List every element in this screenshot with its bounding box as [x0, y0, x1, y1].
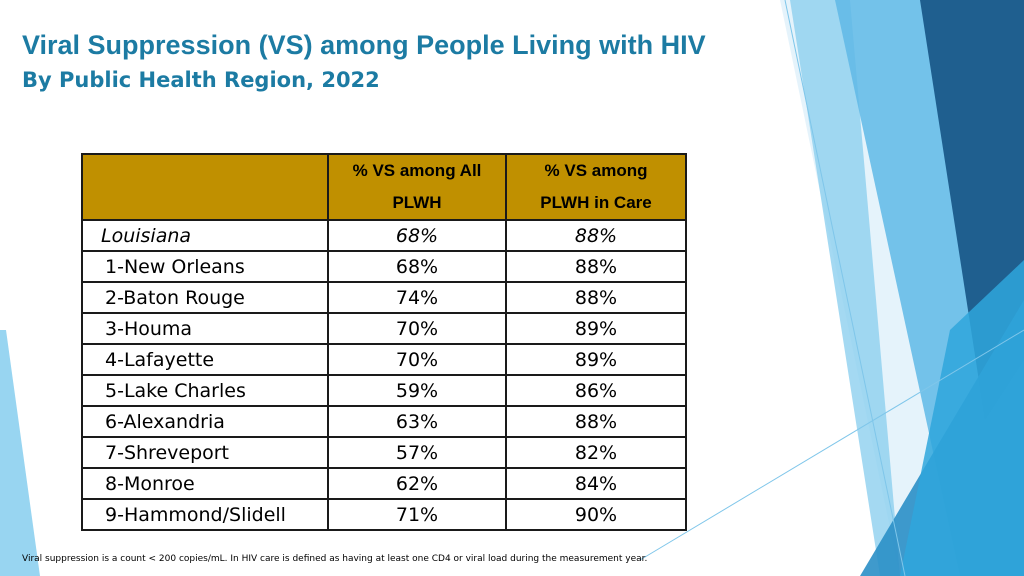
region-cell: 8-Monroe [81, 467, 329, 500]
page-subtitle: By Public Health Region, 2022 [22, 68, 380, 92]
vs-all-cell: 62% [327, 467, 507, 500]
header-vs-all-line1: % VS among All [352, 161, 482, 180]
region-cell: 9-Hammond/Slidell [81, 498, 329, 531]
region-cell: 3-Houma [81, 312, 329, 345]
vs-care-cell: 89% [505, 312, 687, 345]
vs-care-cell: 88% [505, 219, 687, 252]
table-row: 8-Monroe 62% 84% [81, 467, 687, 500]
vs-care-cell: 88% [505, 405, 687, 438]
vs-care-cell: 82% [505, 436, 687, 469]
table-row: 6-Alexandria 63% 88% [81, 405, 687, 438]
vs-care-cell: 84% [505, 467, 687, 500]
table-row: 3-Houma 70% 89% [81, 312, 687, 345]
vs-care-cell: 90% [505, 498, 687, 531]
header-vs-all-plwh: % VS among All PLWH [327, 153, 507, 221]
table-row: 4-Lafayette 70% 89% [81, 343, 687, 376]
table-row: 2-Baton Rouge 74% 88% [81, 281, 687, 314]
table-row: 5-Lake Charles 59% 86% [81, 374, 687, 407]
deco-thin-line-2 [639, 329, 1024, 561]
region-cell: 4-Lafayette [81, 343, 329, 376]
viral-suppression-table: % VS among All PLWH % VS among PLWH in C… [81, 153, 687, 531]
region-cell: Louisiana [81, 219, 329, 252]
header-vs-care-line2: PLWH in Care [540, 193, 652, 212]
footnote: Viral suppression is a count < 200 copie… [22, 554, 648, 564]
deco-left-sliver [0, 330, 40, 576]
vs-all-cell: 74% [327, 281, 507, 314]
vs-all-cell: 70% [327, 343, 507, 376]
table-row: 1-New Orleans 68% 88% [81, 250, 687, 283]
region-cell: 7-Shreveport [81, 436, 329, 469]
vs-all-cell: 68% [327, 250, 507, 283]
region-cell: 6-Alexandria [81, 405, 329, 438]
vs-care-cell: 88% [505, 281, 687, 314]
table-row-louisiana: Louisiana 68% 88% [81, 219, 687, 252]
region-cell: 1-New Orleans [81, 250, 329, 283]
header-vs-in-care: % VS among PLWH in Care [505, 153, 687, 221]
page-title: Viral Suppression (VS) among People Livi… [22, 30, 706, 60]
vs-care-cell: 89% [505, 343, 687, 376]
header-blank-cell [81, 153, 329, 221]
table-header-row: % VS among All PLWH % VS among PLWH in C… [81, 153, 687, 221]
table-row: 7-Shreveport 57% 82% [81, 436, 687, 469]
deco-cyan-wedge [900, 260, 1024, 576]
vs-care-cell: 86% [505, 374, 687, 407]
vs-all-cell: 68% [327, 219, 507, 252]
header-vs-care-line1: % VS among [544, 161, 648, 180]
vs-care-cell: 88% [505, 250, 687, 283]
vs-all-cell: 57% [327, 436, 507, 469]
vs-all-cell: 63% [327, 405, 507, 438]
vs-all-cell: 70% [327, 312, 507, 345]
region-cell: 2-Baton Rouge [81, 281, 329, 314]
vs-all-cell: 71% [327, 498, 507, 531]
header-vs-all-line2: PLWH [392, 193, 442, 212]
region-cell: 5-Lake Charles [81, 374, 329, 407]
vs-all-cell: 59% [327, 374, 507, 407]
deco-thin-line-1 [784, 0, 906, 576]
table-row: 9-Hammond/Slidell 71% 90% [81, 498, 687, 531]
